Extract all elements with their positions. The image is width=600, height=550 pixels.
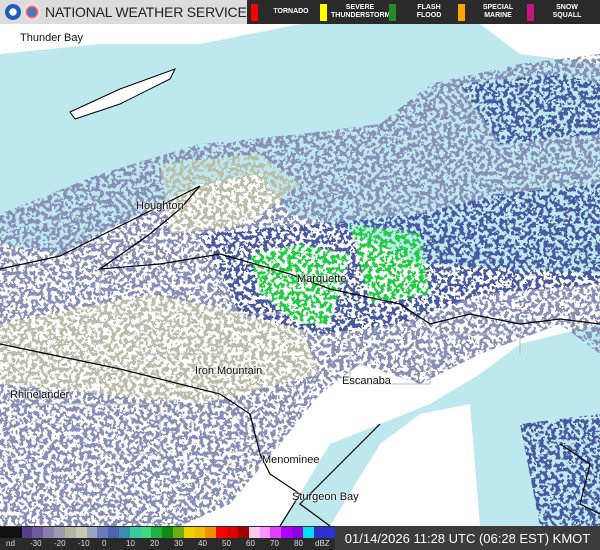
warning-label: SPECIAL MARINE (482, 4, 514, 19)
dbz-color-swatch (205, 527, 217, 538)
warning-swatch (458, 3, 465, 21)
warning-label: SNOW SQUALL (552, 4, 582, 19)
dbz-legend: nd -30 -20 -10 0 10 20 30 40 50 60 70 80 dBZ (0, 526, 336, 550)
header: NATIONAL WEATHER SERVICE TORNADO SEVERE T… (0, 0, 600, 24)
dbz-tick-label: -20 (54, 539, 66, 548)
dbz-tick-label: dBZ (315, 539, 330, 548)
city-label: Rhinelander (10, 389, 70, 401)
warning-type: SPECIAL MARINE (458, 3, 527, 21)
dbz-color-swatch (227, 527, 238, 538)
dbz-color-swatch (313, 527, 325, 538)
dbz-color-swatch (75, 527, 87, 538)
timestamp: 01/14/2026 11:28 UTC (06:28 EST) KMOT (335, 526, 600, 550)
dbz-color-swatch (43, 527, 55, 538)
dbz-tick-label: 10 (126, 539, 135, 548)
dbz-color-bar (0, 527, 336, 538)
nws-logo-icon (24, 4, 40, 20)
warning-label: TORNADO (273, 8, 309, 15)
dbz-color-swatch (54, 527, 65, 538)
warning-type: SEVERE THUNDERSTORM (320, 3, 391, 21)
dbz-color-swatch (237, 527, 249, 538)
dbz-color-swatch (108, 527, 119, 538)
dbz-color-swatch (97, 527, 109, 538)
radar-map[interactable] (0, 24, 600, 526)
dbz-color-swatch (129, 527, 141, 538)
dbz-color-swatch (173, 527, 184, 538)
warning-label: SEVERE THUNDERSTORM (331, 4, 391, 19)
warning-swatch (320, 3, 327, 21)
warning-label: FLASH FLOOD (416, 4, 442, 19)
dbz-tick-label: -10 (78, 539, 90, 548)
dbz-tick-label: 50 (222, 539, 231, 548)
dbz-color-swatch (86, 527, 98, 538)
dbz-color-swatch (162, 527, 173, 538)
dbz-color-swatch (140, 527, 152, 538)
dbz-color-swatch (291, 527, 303, 538)
city-label: Houghton (136, 200, 184, 212)
dbz-color-swatch (194, 527, 206, 538)
city-label: Marquette (297, 273, 347, 285)
city-label: Thunder Bay (20, 32, 83, 44)
warning-type: TORNADO (251, 3, 320, 21)
isle-royale (69, 68, 177, 120)
county-lines (40, 274, 521, 494)
dbz-tick-label: 20 (150, 539, 159, 548)
dbz-color-swatch (270, 527, 282, 538)
dbz-color-swatch (32, 527, 44, 538)
dbz-color-swatch (248, 527, 260, 538)
header-title: NATIONAL WEATHER SERVICE (45, 4, 247, 20)
city-label: Iron Mountain (195, 365, 263, 377)
dbz-color-swatch (64, 527, 76, 538)
warning-type: FLASH FLOOD (389, 3, 458, 21)
dbz-tick-label: 80 (294, 539, 303, 548)
dbz-color-swatch (259, 527, 271, 538)
dbz-color-swatch (0, 527, 11, 538)
warning-swatch (527, 3, 534, 21)
warning-type: SNOW SQUALL (527, 3, 596, 21)
radar-echoes (0, 54, 600, 526)
land-lower-right (330, 404, 480, 526)
land-north (0, 24, 600, 64)
dbz-tick-label: 0 (102, 539, 107, 548)
dbz-color-swatch (281, 527, 292, 538)
warning-legend: TORNADO SEVERE THUNDERSTORM FLASH FLOOD SPE… (247, 0, 600, 24)
city-label: Escanaba (342, 375, 391, 387)
dbz-tick-label: 30 (174, 539, 183, 548)
noaa-logo-icon (5, 4, 21, 20)
dbz-tick-label: 40 (198, 539, 207, 548)
dbz-color-swatch (118, 527, 130, 538)
dbz-color-swatch (216, 527, 228, 538)
nws-branding: NATIONAL WEATHER SERVICE (0, 0, 247, 24)
warning-swatch (251, 3, 258, 21)
shoreline (0, 185, 600, 526)
dbz-tick-label: 60 (246, 539, 255, 548)
dbz-tick-label: 70 (270, 539, 279, 548)
dbz-color-swatch (10, 527, 22, 538)
dbz-tick-label: -30 (30, 539, 42, 548)
city-label: Menominee (262, 454, 320, 466)
dbz-color-swatch (183, 527, 195, 538)
dbz-color-swatch (324, 527, 336, 538)
warning-swatch (389, 3, 396, 21)
dbz-tick-label: nd (6, 539, 15, 548)
dbz-color-swatch (21, 527, 33, 538)
dbz-color-swatch (302, 527, 314, 538)
city-label: Sturgeon Bay (292, 491, 359, 503)
dbz-color-swatch (151, 527, 163, 538)
